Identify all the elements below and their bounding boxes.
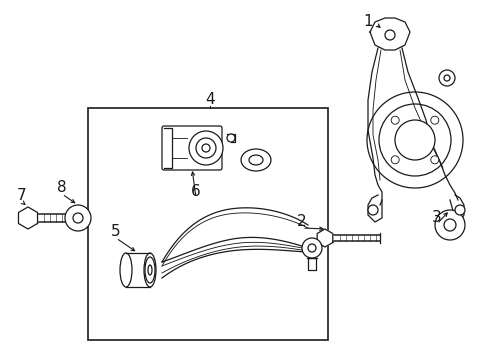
Text: 3: 3	[431, 211, 441, 225]
Circle shape	[443, 75, 449, 81]
Text: 7: 7	[17, 189, 27, 203]
Circle shape	[434, 210, 464, 240]
Bar	[126, 253, 150, 287]
Polygon shape	[317, 229, 332, 247]
Text: 4: 4	[205, 93, 214, 108]
Text: 1: 1	[363, 14, 372, 30]
Circle shape	[202, 144, 209, 152]
Circle shape	[394, 120, 434, 160]
Text: 2: 2	[297, 215, 306, 230]
Ellipse shape	[248, 155, 263, 165]
Circle shape	[196, 138, 216, 158]
Circle shape	[390, 116, 398, 124]
Circle shape	[438, 70, 454, 86]
Circle shape	[302, 238, 321, 258]
Circle shape	[189, 131, 223, 165]
Ellipse shape	[145, 257, 155, 283]
Circle shape	[390, 156, 398, 164]
Circle shape	[378, 104, 450, 176]
Circle shape	[454, 205, 464, 215]
Text: 6: 6	[191, 184, 201, 199]
Circle shape	[367, 205, 377, 215]
Circle shape	[430, 116, 438, 124]
Circle shape	[443, 219, 455, 231]
Polygon shape	[19, 207, 38, 229]
Ellipse shape	[143, 253, 156, 287]
Circle shape	[384, 30, 394, 40]
Ellipse shape	[120, 253, 132, 287]
Text: 8: 8	[57, 180, 67, 195]
Text: 5: 5	[111, 225, 121, 239]
Circle shape	[73, 213, 83, 223]
Ellipse shape	[148, 265, 152, 275]
Bar	[88, 108, 327, 340]
Circle shape	[65, 205, 91, 231]
Ellipse shape	[241, 149, 270, 171]
Circle shape	[366, 92, 462, 188]
FancyBboxPatch shape	[162, 126, 222, 170]
Circle shape	[307, 244, 315, 252]
Circle shape	[226, 134, 235, 142]
Circle shape	[430, 156, 438, 164]
